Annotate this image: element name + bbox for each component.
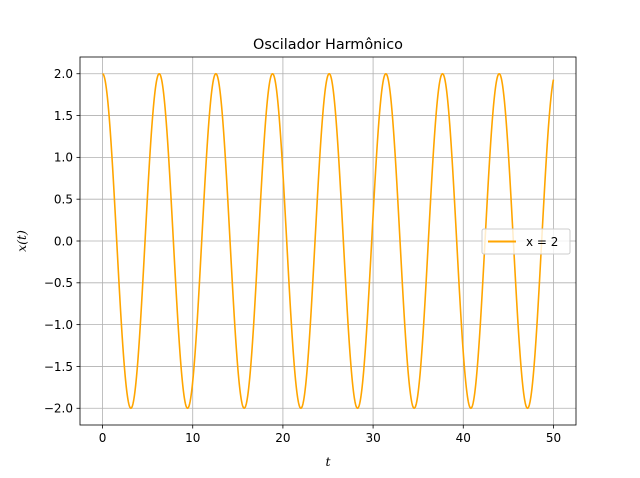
legend: x = 2 [481, 228, 571, 255]
y-tick-label: −1.5 [44, 360, 73, 374]
y-tick-label: −2.0 [44, 402, 73, 416]
series-layer [102, 72, 555, 410]
chart-title: Oscilador Harmônico [253, 37, 403, 53]
legend-label-series-1: x = 2 [526, 235, 558, 249]
y-tick-label: 0.0 [54, 234, 73, 248]
y-axis-ticks: −2.0 −1.5 −1.0 −0.5 0.0 0.5 1.0 1.5 2.0 [44, 67, 80, 416]
y-tick-label: 1.0 [54, 151, 73, 165]
x-tick-label: 10 [185, 431, 200, 445]
x-tick-label: 20 [275, 431, 290, 445]
x-axis-label: t [325, 454, 331, 469]
x-tick-label: 30 [365, 431, 380, 445]
y-tick-label: 0.5 [54, 192, 73, 206]
y-axis-label: x(t) [14, 230, 29, 252]
series-line-1 [102, 72, 555, 410]
y-tick-label: 1.5 [54, 109, 73, 123]
x-tick-label: 50 [546, 431, 561, 445]
y-tick-label: −0.5 [44, 276, 73, 290]
x-tick-label: 40 [456, 431, 471, 445]
x-axis-ticks: 0 10 20 30 40 50 [99, 425, 561, 445]
y-tick-label: 2.0 [54, 67, 73, 81]
y-tick-label: −1.0 [44, 318, 73, 332]
legend-frame [481, 228, 571, 255]
x-tick-label: 0 [99, 431, 107, 445]
